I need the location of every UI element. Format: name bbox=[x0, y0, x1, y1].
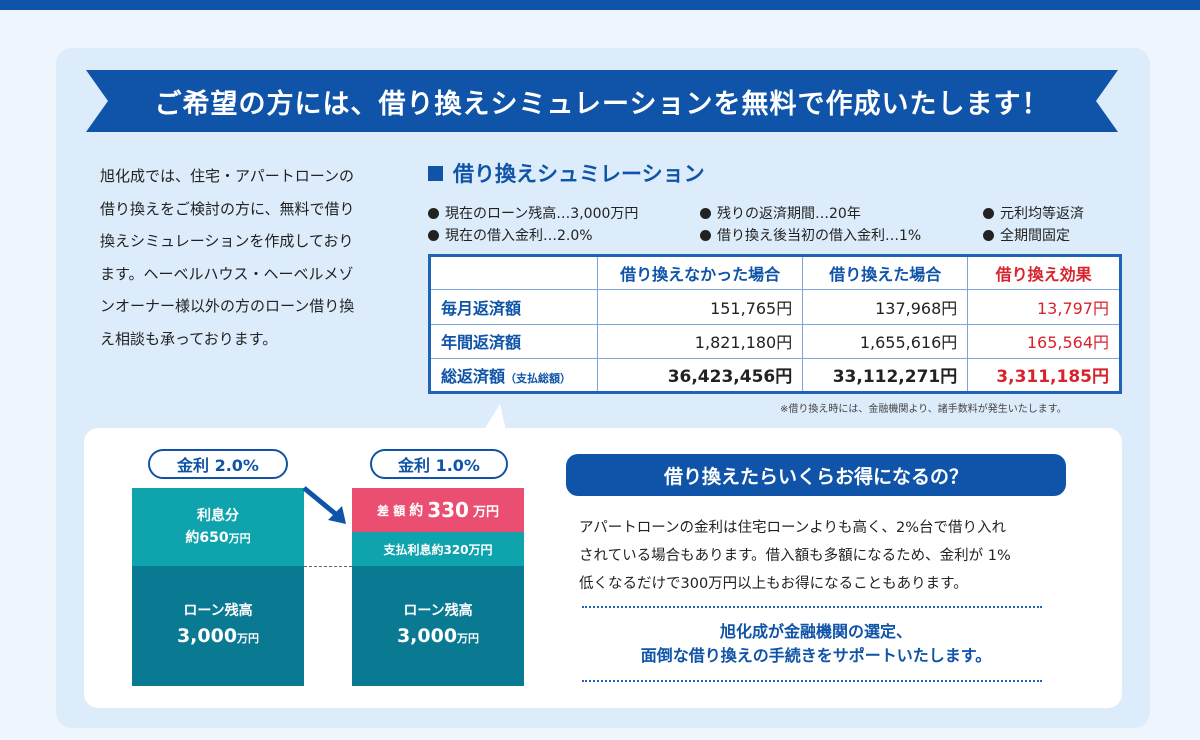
table-row: 総返済額（支払総額） 36,423,456円 33,112,271円 3,311… bbox=[429, 357, 1121, 394]
interest-label: 利息分 bbox=[197, 507, 239, 524]
body-line: されている場合もあります。借入額も多額になるため、金利が 1% bbox=[579, 548, 1011, 564]
condition-item: 現在の借入金利…2.0% bbox=[428, 225, 593, 245]
table-row: 毎月返済額 151,765円 137,968円 13,797円 bbox=[429, 289, 1121, 325]
interest-block-before: 利息分 約650万円 bbox=[132, 488, 304, 566]
value-after: 33,112,271円 bbox=[802, 357, 969, 394]
condition-item: 元利均等返済 bbox=[983, 203, 1084, 223]
support-line: 面倒な借り換えの手続きをサポートいたします。 bbox=[640, 646, 992, 665]
row-label: 総返済額（支払総額） bbox=[429, 357, 598, 394]
simulation-title: 借り換えシュミレーション bbox=[428, 158, 705, 188]
condition-item: 借り換え後当初の借入金利…1% bbox=[700, 225, 921, 245]
table-row: 年間返済額 1,821,180円 1,655,616円 165,564円 bbox=[429, 323, 1121, 359]
diff-label: 差 額 bbox=[377, 503, 406, 518]
table-header-cell bbox=[429, 254, 598, 291]
square-bullet-icon bbox=[428, 165, 443, 181]
top-bar bbox=[0, 0, 1200, 10]
value-after: 1,655,616円 bbox=[802, 323, 969, 359]
simulation-title-text: 借り換えシュミレーション bbox=[453, 162, 705, 186]
diff-prefix: 約 bbox=[409, 503, 424, 519]
support-message: 旭化成が金融機関の選定、 面倒な借り換えの手続きをサポートいたします。 bbox=[566, 620, 1066, 668]
simulation-table: 借り換えなかった場合 借り換えた場合 借り換え効果 毎月返済額 151,765円… bbox=[428, 254, 1122, 394]
arrow-down-right-icon bbox=[302, 486, 346, 524]
balance-block-after: ローン残高 3,000万円 bbox=[352, 566, 524, 686]
interest-block-after: 支払利息約320万円 bbox=[352, 532, 524, 566]
bullet-icon bbox=[428, 230, 439, 241]
row-label: 毎月返済額 bbox=[429, 289, 598, 325]
value-after: 137,968円 bbox=[802, 289, 969, 325]
intro-text: 旭化成では、住宅・アパートローンの 借り換えをご検討の方に、無料で借り 換えシミ… bbox=[100, 160, 400, 355]
intro-line: ンオーナー様以外の方のローン借り換 bbox=[100, 297, 355, 315]
balance-block-before: ローン残高 3,000万円 bbox=[132, 566, 304, 686]
condition-item: 全期間固定 bbox=[983, 225, 1070, 245]
interest-label: 支払利息約320万円 bbox=[383, 542, 493, 557]
bullet-icon bbox=[428, 208, 439, 219]
intro-line: 旭化成では、住宅・アパートローンの bbox=[100, 167, 354, 185]
divider-line bbox=[304, 566, 352, 567]
table-header-cell: 借り換え効果 bbox=[967, 254, 1121, 291]
title-banner: ご希望の方には、借り換えシミュレーションを無料で作成いたします！ bbox=[86, 66, 1118, 136]
interest-amount: 約650万円 bbox=[185, 529, 251, 546]
balance-amount: 3,000万円 bbox=[396, 624, 480, 647]
banner-ribbon-shape bbox=[86, 70, 1118, 132]
row-label: 年間返済額 bbox=[429, 323, 598, 359]
support-line: 旭化成が金融機関の選定、 bbox=[719, 622, 912, 641]
dotted-divider bbox=[582, 606, 1042, 608]
balance-label: ローン残高 bbox=[403, 602, 473, 619]
table-header-cell: 借り換えなかった場合 bbox=[596, 254, 804, 291]
value-effect: 13,797円 bbox=[967, 289, 1121, 325]
speech-tail-shape bbox=[484, 404, 506, 430]
fee-note: ※借り換え時には、金融機関より、諸手数料が発生いたします。 bbox=[780, 404, 1067, 415]
diff-unit: 万円 bbox=[472, 504, 499, 520]
banner-title: ご希望の方には、借り換えシミュレーションを無料で作成いたします！ bbox=[154, 88, 1050, 120]
value-effect: 165,564円 bbox=[967, 323, 1121, 359]
balance-amount: 3,000万円 bbox=[176, 624, 260, 647]
bullet-icon bbox=[700, 230, 711, 241]
diff-block: 差 額 約 330 万円 bbox=[352, 488, 524, 532]
body-line: アパートローンの金利は住宅ローンよりも高く、2%台で借り入れ bbox=[579, 520, 1006, 536]
body-line: 低くなるだけで300万円以上もお得になることもあります。 bbox=[579, 576, 968, 592]
table-header-cell: 借り換えた場合 bbox=[802, 254, 969, 291]
value-before: 36,423,456円 bbox=[596, 357, 804, 394]
balance-label: ローン残高 bbox=[183, 602, 253, 619]
diff-amount: 330 bbox=[427, 498, 469, 522]
bullet-icon bbox=[983, 230, 994, 241]
condition-item: 現在のローン残高…3,000万円 bbox=[428, 203, 638, 223]
value-before: 1,821,180円 bbox=[596, 323, 804, 359]
value-effect: 3,311,185円 bbox=[967, 357, 1121, 394]
intro-line: 換えシミュレーションを作成しており bbox=[100, 232, 354, 250]
benefit-body: アパートローンの金利は住宅ローンよりも高く、2%台で借り入れ されている場合もあ… bbox=[579, 514, 1059, 598]
table-header-row: 借り換えなかった場合 借り換えた場合 借り換え効果 bbox=[429, 254, 1121, 291]
condition-item: 残りの返済期間…20年 bbox=[700, 203, 861, 223]
bullet-icon bbox=[983, 208, 994, 219]
dotted-divider bbox=[582, 680, 1042, 682]
rate-badge-before: 金利 2.0% bbox=[148, 449, 288, 479]
intro-line: 借り換えをご検討の方に、無料で借り bbox=[100, 199, 355, 218]
bullet-icon bbox=[700, 208, 711, 219]
value-before: 151,765円 bbox=[596, 289, 804, 325]
question-banner: 借り換えたらいくらお得になるの？ bbox=[566, 454, 1066, 496]
rate-badge-after: 金利 1.0% bbox=[370, 449, 508, 479]
intro-line: え相談も承っております。 bbox=[100, 329, 278, 348]
intro-line: ます。ヘーベルハウス・ヘーベルメゾ bbox=[100, 264, 354, 283]
